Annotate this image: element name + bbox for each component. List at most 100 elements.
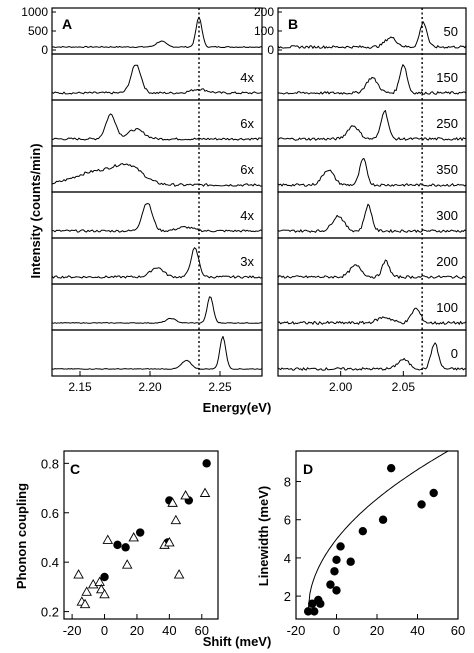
panel-c-y-tick-label: 0.2 xyxy=(41,605,59,620)
panel-c-point-filled xyxy=(100,572,109,582)
panel-b-spectrum-trace xyxy=(277,342,466,371)
panel-a-spectrum-trace xyxy=(51,163,263,187)
panel-a-y-tick-label: 1000 xyxy=(21,5,48,19)
panel-c-point-triangle xyxy=(73,569,84,579)
panel-c-point-triangle xyxy=(121,559,133,569)
panel-d-point-filled xyxy=(308,599,317,608)
panel-d-point-filled xyxy=(346,557,355,566)
panel-c-point-filled xyxy=(135,528,145,537)
panel-a-trace-label: 3x xyxy=(240,254,254,269)
panel-a-subpanel xyxy=(51,329,263,377)
panel-c-point-triangle xyxy=(87,578,99,589)
panel-b-spectrum-trace xyxy=(277,64,467,95)
panel-b-spectrum-trace xyxy=(277,21,467,49)
panel-a-trace-label: 6x xyxy=(240,162,254,177)
panel-b-x-tick-label: 2.00 xyxy=(329,380,353,394)
panel-a-spectrum-trace xyxy=(51,247,263,279)
panel-b-x-tick-label: 2.05 xyxy=(392,380,416,394)
y-axis-label-c: Phonon coupling xyxy=(14,483,29,589)
panel-d-point-filled xyxy=(378,515,388,524)
panel-c-point-filled xyxy=(202,459,211,468)
panel-c: C -20 0 20 40 60 0.2 0.4 0.6 0.8 xyxy=(41,450,219,638)
panel-d-letter: D xyxy=(303,461,313,477)
panel-d-point-filled xyxy=(358,526,368,536)
panel-a-trace-label: 4x xyxy=(240,208,254,223)
panel-b-trace-label: 150 xyxy=(436,70,458,85)
panel-c-point-triangle xyxy=(199,487,211,497)
panel-a-y-tick-label: 0 xyxy=(41,43,48,57)
x-axis-label-cd: Shift (meV) xyxy=(203,634,272,649)
panel-c-x-tick-label: -20 xyxy=(63,623,82,638)
panel-d-y-tick-label: 2 xyxy=(284,589,291,604)
panel-c-point-triangle xyxy=(102,534,114,544)
panel-d-frame xyxy=(295,450,459,620)
panel-b-spectrum-trace xyxy=(277,259,467,279)
panel-b-trace-label: 0 xyxy=(451,346,458,361)
panel-c-y-tick-label: 0.6 xyxy=(41,506,59,521)
panel-c-x-tick-label: 20 xyxy=(130,623,144,638)
panel-a-x-tick-label: 2.25 xyxy=(208,380,232,394)
panel-d-y-tick-label: 4 xyxy=(284,551,291,566)
panel-b-trace-label: 200 xyxy=(436,254,458,269)
panel-a-spectrum-trace xyxy=(52,203,263,233)
panel-c-x-tick-label: 60 xyxy=(195,623,209,638)
panel-d-x-tick-label: 20 xyxy=(370,623,384,638)
panel-d-x-tick-label: -20 xyxy=(287,623,306,638)
panel-b: B 50 150 250 350 300 200 100 0 2.00 2.05 0 100 200 xyxy=(254,5,467,394)
panel-c-point-triangle xyxy=(167,497,178,507)
panel-a-spectrum-trace xyxy=(51,335,263,370)
panel-a-spectrum-trace xyxy=(51,113,263,141)
panel-b-trace-label: 250 xyxy=(436,116,458,131)
panel-d-point-filled xyxy=(330,567,339,576)
panel-d-x-tick-label: 0 xyxy=(333,623,340,638)
panel-d-point-filled xyxy=(332,586,341,595)
panel-d-point-filled xyxy=(310,607,319,616)
x-axis-label-ab: Energy(eV) xyxy=(203,400,272,415)
panel-d-point-filled xyxy=(316,599,325,608)
panel-c-point-filled xyxy=(121,543,130,552)
panel-a-x-tick-label: 2.15 xyxy=(68,380,92,394)
panel-c-letter: C xyxy=(70,461,80,477)
y-axis-label-d: Linewidth (meV) xyxy=(256,486,271,586)
panel-d-point-filled xyxy=(303,607,313,616)
panel-b-spectrum-trace xyxy=(277,158,467,187)
panel-c-point-triangle xyxy=(164,536,175,547)
panel-a-spectrum-trace xyxy=(51,64,262,95)
panel-b-letter: B xyxy=(288,16,298,32)
panel-b-subpanel xyxy=(277,329,467,377)
panel-c-y-tick-label: 0.8 xyxy=(41,456,59,471)
panel-c-point-triangle xyxy=(94,576,105,586)
panel-c-point-triangle xyxy=(170,514,182,525)
panel-a-spectrum-trace xyxy=(51,16,263,48)
panel-d-point-filled xyxy=(336,542,345,551)
panel-d-point-filled xyxy=(386,463,396,473)
panel-b-trace-label: 300 xyxy=(436,208,458,223)
panel-b-trace-label: 100 xyxy=(436,300,458,315)
panel-b-y-tick-label: 100 xyxy=(254,24,274,38)
panel-c-point-triangle xyxy=(128,532,139,542)
panel-a: A 4x 6x 6x 4x 3x 2.15 2.20 2.25 0 500 1000 xyxy=(21,5,263,394)
panel-d-y-tick-label: 6 xyxy=(284,513,291,528)
panel-b-y-tick-label: 0 xyxy=(267,43,274,57)
panel-a-spectrum-trace xyxy=(51,296,263,324)
panel-c-point-triangle xyxy=(173,569,185,579)
panel-a-trace-label: 6x xyxy=(240,116,254,131)
panel-b-trace-label: 350 xyxy=(436,162,458,177)
panel-d-point-filled xyxy=(326,580,335,589)
panel-a-letter: A xyxy=(62,16,72,32)
panel-d-point-filled xyxy=(417,500,426,509)
panel-a-y-tick-label: 500 xyxy=(28,24,48,38)
y-axis-label-a: Intensity (counts/min) xyxy=(28,143,43,278)
panel-c-point-filled xyxy=(113,540,122,550)
panel-a-trace-label: 4x xyxy=(240,70,254,85)
panel-d-x-tick-label: 60 xyxy=(451,623,465,638)
panel-c-x-tick-label: 40 xyxy=(162,623,176,638)
panel-d-x-tick-label: 40 xyxy=(410,623,424,638)
panel-c-frame xyxy=(63,450,219,620)
panel-c-point-triangle xyxy=(99,588,110,599)
panel-b-spectrum-trace xyxy=(277,203,467,233)
panel-d-point-filled xyxy=(332,555,341,565)
panel-b-y-tick-label: 200 xyxy=(254,5,274,19)
panel-c-point-triangle xyxy=(79,598,91,609)
panel-d-y-tick-label: 8 xyxy=(284,475,291,490)
